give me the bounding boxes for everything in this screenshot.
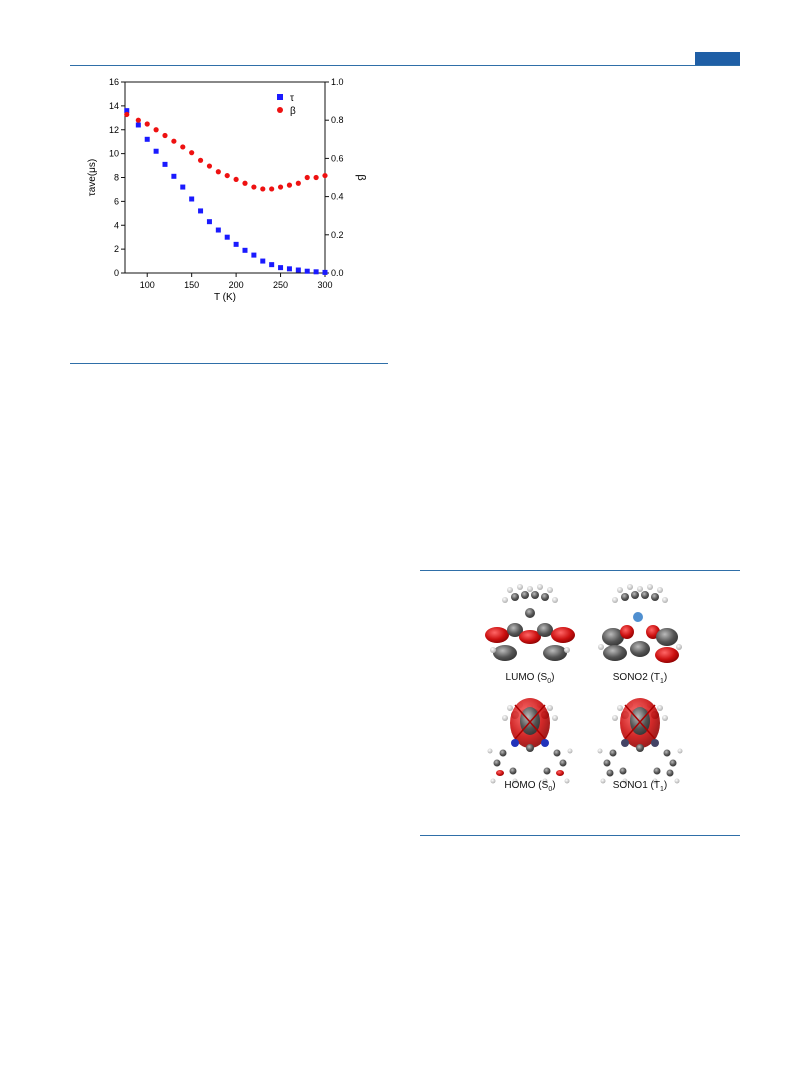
beta-point: [124, 111, 130, 118]
legend-tau-marker: [277, 94, 283, 100]
beta-point: [313, 174, 319, 181]
beta-point: [277, 184, 284, 190]
y-right-tick-label: 0.2: [331, 230, 344, 240]
tau-point: [162, 161, 168, 167]
beta-point: [295, 180, 301, 186]
y-right-tick-label: 0.0: [331, 268, 344, 278]
tau-point: [304, 268, 310, 274]
beta-point: [269, 186, 275, 192]
y-left-tick-label: 12: [109, 125, 119, 135]
tau-point: [233, 241, 239, 247]
tau-point: [135, 122, 141, 128]
tau-point: [269, 262, 275, 268]
lumo-label: LUMO (S0): [505, 672, 555, 685]
y-right-tick-label: 0.6: [331, 153, 344, 163]
tau-point: [322, 269, 328, 275]
y-left-tick-label: 6: [114, 196, 119, 206]
lumo-orbital: [485, 584, 575, 661]
x-axis-label: T (K): [214, 292, 236, 303]
x-tick-label: 100: [140, 280, 155, 290]
tau-point: [242, 247, 248, 253]
figure-2-top-rule: [420, 570, 740, 571]
beta-point: [224, 172, 230, 179]
beta-point: [260, 186, 266, 192]
figure-1: 100 150 200 250 300 0 2 4 6 8 10 12 14 16 0.0 0.2 0.4 0.6…: [70, 70, 390, 320]
tau-point: [224, 234, 230, 240]
y-left-tick-label: 2: [114, 244, 119, 254]
figure-1-bottom-rule: [70, 363, 388, 364]
beta-point: [286, 182, 293, 188]
tau-point: [260, 258, 266, 264]
sono2-orbital: [598, 584, 682, 663]
y-left-tick-label: 4: [114, 220, 119, 230]
x-tick-label: 300: [317, 280, 332, 290]
beta-point: [206, 163, 213, 169]
tau-point: [215, 227, 221, 233]
tau-point: [313, 269, 319, 275]
legend-label: β: [290, 106, 296, 117]
tau-point: [153, 148, 159, 154]
y-right-tick-label: 0.4: [331, 192, 344, 202]
beta-point: [153, 127, 159, 133]
tau-point: [278, 265, 284, 271]
legend-beta-marker: [277, 107, 283, 113]
y-left-tick-label: 10: [109, 149, 119, 159]
sono1-orbital: [597, 698, 683, 784]
tau-point: [286, 266, 292, 272]
beta-point: [197, 157, 204, 163]
y-right-tick-label: 0.8: [331, 115, 344, 125]
y-left-tick-label: 8: [114, 173, 119, 183]
legend-label: τ: [290, 93, 294, 104]
beta-point: [144, 121, 150, 127]
orbital-panels: [485, 584, 683, 784]
tau-point: [189, 196, 195, 202]
y-right-tick-label: 1.0: [331, 77, 344, 87]
y-left-tick-label: 14: [109, 101, 119, 111]
tau-point: [171, 173, 177, 179]
sono2-label: SONO2 (T1): [612, 672, 668, 685]
y-left-tick-label: 0: [114, 268, 119, 278]
beta-point: [233, 176, 239, 183]
y-right-axis-label: β: [355, 174, 367, 180]
header-rule: [70, 65, 740, 66]
y-left-axis-label: τave(μs): [87, 159, 98, 197]
tau-point: [251, 252, 257, 258]
beta-point: [171, 138, 177, 144]
homo-label: HOMO (S0): [504, 780, 556, 793]
beta-point: [304, 174, 310, 181]
x-tick-label: 150: [184, 280, 199, 290]
beta-point: [135, 117, 141, 123]
beta-point: [322, 172, 328, 179]
homo-orbital: [487, 698, 573, 784]
beta-point: [215, 169, 221, 175]
tau-point: [180, 184, 186, 190]
y-left-tick-label: 16: [109, 77, 119, 87]
tau-point: [295, 267, 301, 273]
tau-point: [206, 219, 212, 225]
tau-point: [124, 108, 130, 114]
sono1-label: SONO1 (T1): [612, 780, 668, 793]
beta-point: [251, 184, 257, 190]
beta-point: [180, 144, 186, 150]
beta-point: [162, 132, 168, 139]
figure-2-bottom-rule: [420, 835, 740, 836]
tau-point: [144, 136, 150, 142]
x-tick-label: 250: [273, 280, 288, 290]
beta-point: [242, 180, 248, 186]
tau-point: [198, 208, 204, 214]
figure-2: LUMO (S0) SONO2 (T1) HOMO (S0) SONO1 (T1…: [475, 575, 695, 800]
header-tab: [695, 52, 740, 65]
temperature-chart: 100 150 200 250 300 0 2 4 6 8 10 12 14 16 0.0 0.2 0.4 0.6…: [87, 77, 367, 303]
x-tick-label: 200: [229, 280, 244, 290]
beta-point: [189, 150, 195, 156]
